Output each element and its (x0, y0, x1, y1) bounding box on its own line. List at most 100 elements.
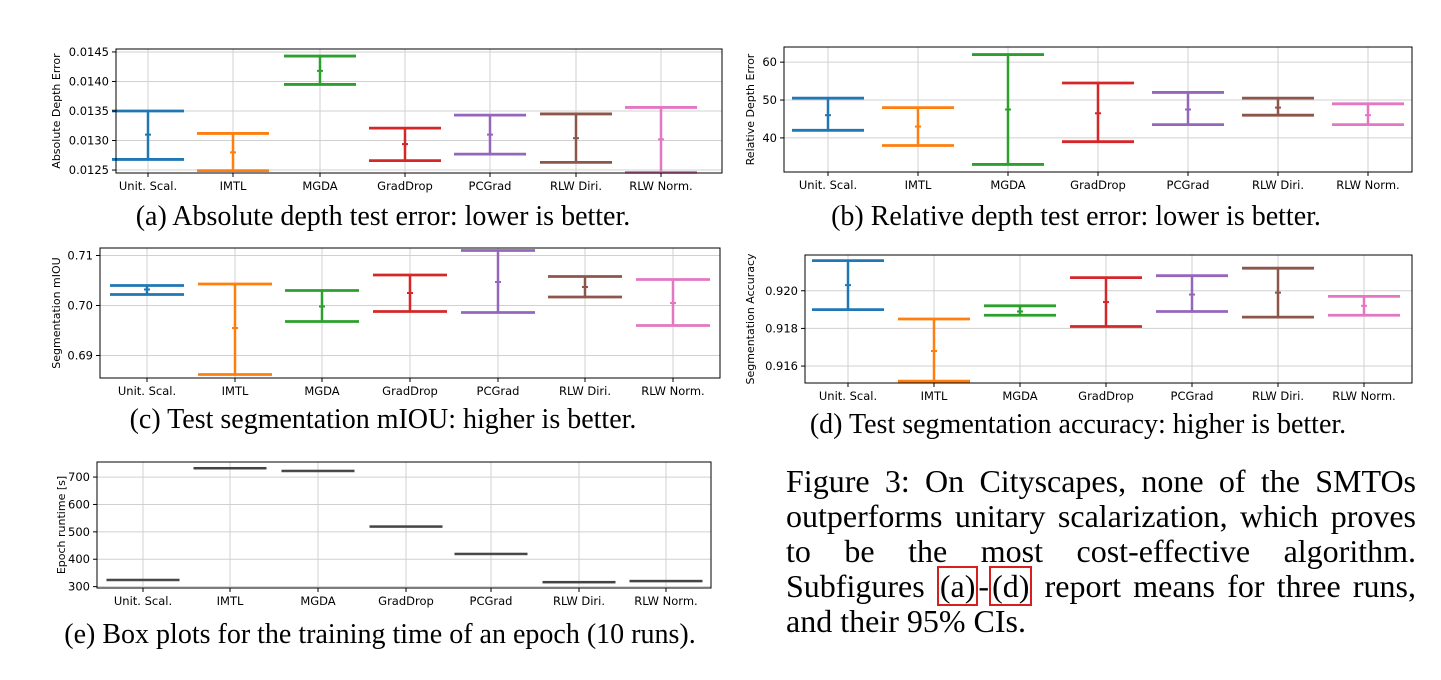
y-tick-label: 400 (68, 552, 90, 566)
errorbar-6 (1332, 102, 1404, 127)
y-tick-label: 0.0145 (69, 45, 109, 59)
y-tick-label: 60 (762, 55, 777, 69)
errorbar-0 (792, 96, 864, 132)
subfigure-caption: (b) Relative depth test error: lower is … (831, 201, 1321, 232)
errorbar-0 (110, 284, 184, 296)
errorbar-5 (1242, 266, 1314, 319)
x-tick-label: PCGrad (1167, 178, 1210, 192)
x-tick-label: MGDA (990, 178, 1025, 192)
subfigure-caption: (d) Test segmentation accuracy: higher i… (810, 409, 1346, 440)
errorbar-6 (1328, 295, 1400, 317)
errorbar-3 (1062, 81, 1134, 144)
x-tick-label: RLW Norm. (1332, 389, 1395, 403)
y-axis-label: Segmentation mIOU (50, 257, 63, 368)
errorbar-1 (198, 282, 272, 376)
x-tick-label: RLW Diri. (559, 384, 611, 398)
chart-e: 300 400 500 600 700 Unit. Scal. IMTL MGDA GradDr… (55, 461, 712, 650)
x-tick-label: PCGrad (1171, 389, 1214, 403)
x-tick-label: GradDrop (1078, 389, 1134, 403)
x-tick-label: Unit. Scal. (118, 384, 176, 398)
errorbar-1 (898, 317, 970, 383)
figure-caption: Figure 3: On Cityscapes, none of the SMT… (786, 464, 1416, 639)
y-tick-label: 0.0140 (69, 74, 109, 88)
y-tick-label: 40 (762, 131, 777, 145)
x-tick-label: GradDrop (1070, 178, 1126, 192)
errorbar-6 (625, 106, 697, 174)
x-tick-label: IMTL (921, 389, 948, 403)
errorbar-1 (197, 132, 269, 173)
y-tick-label: 0.920 (765, 284, 798, 298)
x-tick-label: MGDA (300, 594, 335, 608)
x-tick-label: RLW Norm. (1336, 178, 1399, 192)
errorbar-5 (548, 275, 622, 299)
x-tick-label: RLW Norm. (634, 594, 697, 608)
box-0 (106, 578, 180, 582)
errorbar-4 (454, 113, 526, 156)
subfigure-ref-a-link[interactable]: (a) (936, 566, 979, 606)
subfigure-caption: (c) Test segmentation mIOU: higher is be… (130, 404, 637, 435)
x-tick-label: RLW Diri. (550, 179, 602, 193)
x-tick-label: GradDrop (378, 594, 434, 608)
x-tick-label: MGDA (302, 179, 337, 193)
y-tick-label: 700 (68, 470, 90, 484)
caption-text-end: report means for three runs, and their 9… (786, 568, 1417, 639)
axes-frame (96, 461, 712, 589)
x-tick-label: IMTL (220, 179, 247, 193)
box-4 (454, 552, 528, 556)
y-tick-label: 0.0130 (69, 134, 109, 148)
y-axis-label: Segmentation Accuracy (744, 253, 757, 385)
y-axis-label: Epoch runtime [s] (55, 476, 68, 574)
errorbar-4 (1152, 91, 1224, 127)
chart-d: 0.916 0.918 0.920 Unit. Scal. IMTL MGDA GradDr… (744, 253, 1413, 440)
x-tick-label: RLW Diri. (1252, 178, 1304, 192)
box-5 (542, 580, 616, 584)
caption-dash: - (978, 568, 990, 604)
errorbar-5 (1242, 96, 1314, 117)
x-tick-label: Unit. Scal. (799, 178, 857, 192)
x-tick-label: IMTL (217, 594, 244, 608)
y-tick-label: 0.916 (765, 359, 798, 373)
errorbar-2 (284, 54, 356, 86)
y-tick-label: 0.0125 (69, 163, 109, 177)
errorbar-2 (984, 304, 1056, 317)
errorbar-0 (812, 259, 884, 311)
errorbar-6 (636, 278, 710, 327)
x-tick-label: IMTL (222, 384, 249, 398)
y-tick-label: 500 (68, 525, 90, 539)
subfigure-caption: (e) Box plots for the training time of a… (64, 619, 695, 650)
x-tick-label: RLW Diri. (553, 594, 605, 608)
subfigure-ref-d-link[interactable]: (d) (989, 566, 1033, 606)
y-tick-label: 0.0135 (69, 104, 109, 118)
errorbar-3 (373, 273, 447, 313)
y-tick-label: 0.70 (67, 299, 93, 313)
errorbar-0 (112, 109, 184, 161)
x-tick-label: RLW Diri. (1252, 389, 1304, 403)
caption-text-main: Figure 3: On Cityscapes, none of the SMT… (786, 463, 1416, 604)
y-tick-label: 0.69 (67, 349, 93, 363)
x-tick-label: RLW Norm. (641, 384, 704, 398)
errorbar-3 (1070, 276, 1142, 328)
y-tick-label: 0.918 (765, 321, 798, 335)
x-tick-label: PCGrad (477, 384, 520, 398)
x-tick-label: PCGrad (470, 594, 513, 608)
errorbar-2 (972, 53, 1044, 166)
x-tick-label: Unit. Scal. (119, 179, 177, 193)
x-tick-label: Unit. Scal. (819, 389, 877, 403)
x-tick-label: MGDA (1002, 389, 1037, 403)
y-tick-label: 50 (762, 93, 777, 107)
box-2 (281, 469, 355, 473)
errorbar-1 (882, 106, 954, 147)
x-tick-label: GradDrop (377, 179, 433, 193)
subfigure-caption: (a) Absolute depth test error: lower is … (136, 201, 631, 232)
x-tick-label: RLW Norm. (629, 179, 692, 193)
y-tick-label: 600 (68, 497, 90, 511)
box-3 (369, 525, 443, 528)
errorbar-4 (1156, 274, 1228, 313)
errorbar-2 (285, 289, 359, 323)
x-tick-label: MGDA (304, 384, 339, 398)
chart-b: 40 50 60 Unit. Scal. IMTL MGDA GradDrop PCGrad R… (744, 46, 1413, 232)
x-tick-label: GradDrop (382, 384, 438, 398)
x-tick-label: PCGrad (469, 179, 512, 193)
chart-c: 0.69 0.70 0.71 Unit. Scal. IMTL MGDA GradDrop P… (50, 247, 721, 435)
